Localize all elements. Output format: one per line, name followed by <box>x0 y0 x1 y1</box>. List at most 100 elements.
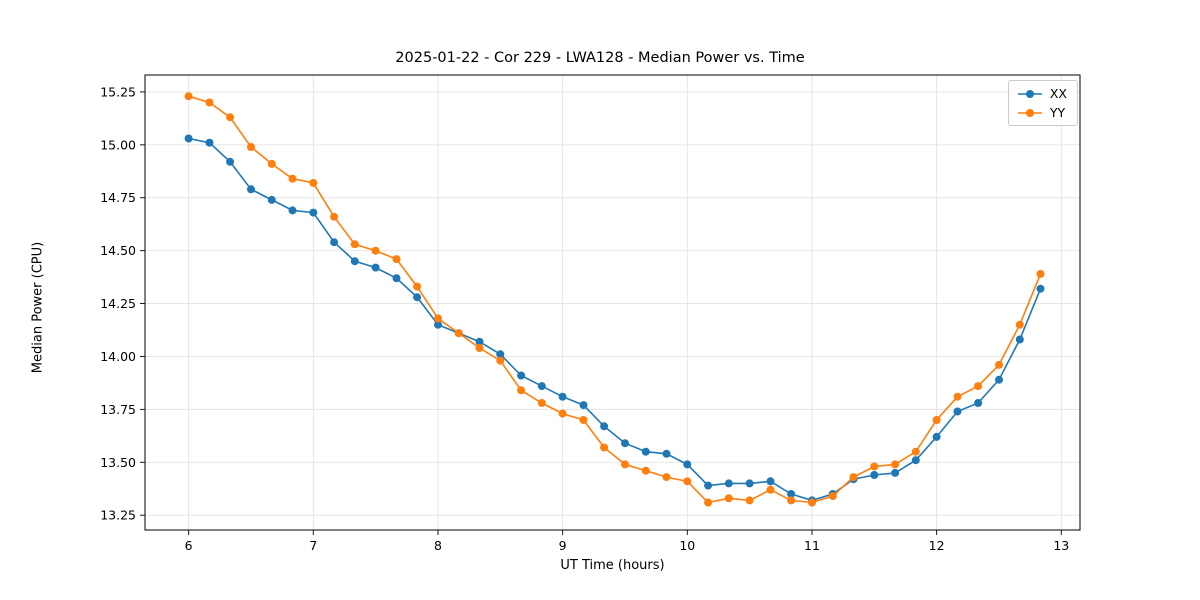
data-point-xx <box>974 399 983 407</box>
data-point-xx <box>891 468 900 477</box>
x-tick-label: 6 <box>185 538 193 553</box>
legend-label-xx: XX <box>1049 86 1067 101</box>
data-point-yy <box>517 386 526 395</box>
axes-frame <box>144 74 1081 531</box>
data-point-yy <box>288 174 297 183</box>
data-point-xx <box>1015 335 1024 344</box>
data-point-xx <box>787 490 796 498</box>
data-point-yy <box>226 113 235 122</box>
data-point-xx <box>995 375 1003 384</box>
data-point-yy <box>932 416 941 424</box>
data-point-xx <box>392 274 401 283</box>
data-point-xx <box>350 257 359 266</box>
data-point-xx <box>870 471 879 479</box>
y-tick-label: 13.75 <box>100 402 136 417</box>
legend: XX YY <box>1007 80 1078 126</box>
data-point-xx <box>288 206 297 215</box>
series-line-yy <box>188 95 1042 504</box>
data-point-yy <box>641 466 650 475</box>
y-tick-label: 14.00 <box>100 349 136 364</box>
data-point-xx <box>1036 284 1045 293</box>
data-point-xx <box>766 477 775 486</box>
data-point-xx <box>911 456 920 465</box>
data-point-yy <box>911 447 920 456</box>
data-point-yy <box>184 92 193 101</box>
data-point-xx <box>330 238 339 247</box>
data-point-yy <box>828 492 837 501</box>
data-point-yy <box>995 360 1003 369</box>
data-point-yy <box>413 282 422 291</box>
x-tick-label: 8 <box>434 538 442 553</box>
data-point-xx <box>205 138 214 147</box>
y-tick-label: 14.25 <box>100 296 136 311</box>
data-point-xx <box>413 293 422 302</box>
legend-item-xx: XX <box>1017 86 1067 101</box>
y-tick-label: 14.50 <box>100 243 136 258</box>
data-point-xx <box>745 479 754 488</box>
data-point-yy <box>350 240 359 249</box>
x-tick-label: 7 <box>309 538 317 553</box>
data-point-yy <box>600 443 609 452</box>
data-point-yy <box>247 143 255 151</box>
data-point-yy <box>724 494 733 503</box>
legend-marker-yy-icon <box>1017 108 1042 117</box>
data-point-yy <box>808 498 816 507</box>
x-tick-label: 11 <box>804 538 820 553</box>
data-point-xx <box>641 447 650 456</box>
data-point-xx <box>309 208 318 217</box>
data-point-xx <box>267 195 276 204</box>
data-point-yy <box>330 212 339 221</box>
y-tick-label: 15.00 <box>100 137 136 152</box>
y-tick-label: 13.50 <box>100 455 136 470</box>
legend-marker-xx-icon <box>1017 89 1042 98</box>
data-point-xx <box>704 481 713 490</box>
x-tick-label: 12 <box>929 538 945 553</box>
data-point-yy <box>579 416 588 424</box>
data-point-yy <box>683 477 692 486</box>
x-tick-label: 10 <box>679 538 695 553</box>
data-point-yy <box>454 329 463 338</box>
y-tick-label: 15.25 <box>100 84 136 99</box>
data-point-yy <box>787 496 796 505</box>
data-point-xx <box>475 337 484 346</box>
data-point-yy <box>267 159 276 168</box>
data-point-xx <box>517 371 526 380</box>
data-point-xx <box>558 392 567 401</box>
x-axis-label: UT Time (hours) <box>560 558 665 573</box>
legend-item-yy: YY <box>1017 105 1067 120</box>
y-axis-label: Median Power (CPU) <box>30 241 46 374</box>
data-point-yy <box>662 473 671 482</box>
series-line-xx <box>188 137 1042 502</box>
data-point-yy <box>309 178 318 187</box>
data-point-xx <box>953 407 962 416</box>
x-tick-label: 13 <box>1053 538 1069 553</box>
data-point-xx <box>683 460 692 469</box>
data-point-xx <box>371 263 380 272</box>
data-point-yy <box>704 498 713 507</box>
data-point-xx <box>247 185 255 194</box>
data-point-yy <box>434 314 442 323</box>
data-point-yy <box>870 462 879 471</box>
data-point-yy <box>891 460 900 469</box>
data-point-yy <box>1036 269 1045 278</box>
data-point-yy <box>974 382 983 391</box>
chart-title: 2025-01-22 - Cor 229 - LWA128 - Median P… <box>395 50 805 66</box>
data-point-xx <box>226 157 235 166</box>
data-point-xx <box>434 320 442 329</box>
data-point-yy <box>953 392 962 401</box>
data-point-xx <box>621 439 629 448</box>
data-point-xx <box>600 422 609 431</box>
data-point-xx <box>662 449 671 458</box>
data-point-xx <box>184 134 193 143</box>
data-point-yy <box>558 409 567 418</box>
data-point-yy <box>621 460 629 469</box>
data-point-yy <box>496 356 505 365</box>
data-point-xx <box>932 432 941 441</box>
legend-label-yy: YY <box>1049 105 1066 120</box>
data-point-xx <box>496 350 505 359</box>
data-point-yy <box>745 496 754 505</box>
y-tick-label: 14.75 <box>100 190 136 205</box>
y-tick-label: 13.25 <box>100 508 136 523</box>
